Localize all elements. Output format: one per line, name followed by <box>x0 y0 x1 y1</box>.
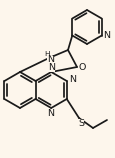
Text: N: N <box>102 31 109 40</box>
Text: O: O <box>78 63 85 72</box>
Text: N: N <box>45 109 52 118</box>
Text: N: N <box>47 63 54 72</box>
Text: N: N <box>46 109 53 118</box>
Text: H: H <box>44 52 49 58</box>
Text: N: N <box>47 55 54 64</box>
Text: N: N <box>69 75 76 83</box>
Text: S: S <box>77 118 83 128</box>
